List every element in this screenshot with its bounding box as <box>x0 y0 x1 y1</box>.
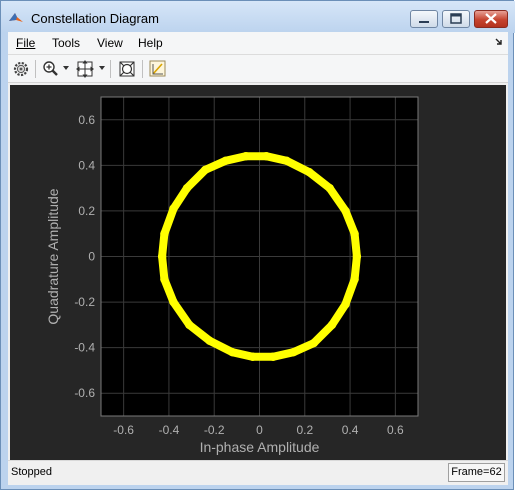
plot-frame <box>100 96 419 417</box>
constellation-point <box>200 165 210 175</box>
toolbar-separator <box>110 60 111 78</box>
constellation-point <box>341 300 350 309</box>
reference-constellation-icon <box>149 60 166 77</box>
y-tick-label: 0.6 <box>78 113 95 127</box>
constellation-point <box>228 348 237 357</box>
status-bar: Stopped Frame=62 <box>8 460 508 485</box>
menu-bar: File Tools View Help <box>8 32 508 55</box>
window-title: Constellation Diagram <box>31 11 159 26</box>
matlab-icon <box>9 13 23 22</box>
menu-help-label: Help <box>138 36 163 50</box>
reference-constellation-button[interactable] <box>148 59 168 79</box>
close-button[interactable] <box>474 10 508 28</box>
constellation-point <box>160 229 169 238</box>
constellation-plot[interactable]: -0.6 -0.4 -0.2 0 0.2 0.4 0.6 -0.6 -0.4 -0.2 0 0.2 0.… <box>10 85 506 460</box>
constellation-point <box>350 229 359 238</box>
constellation-point <box>268 352 278 361</box>
constellation-point <box>157 252 167 261</box>
toolbar-separator <box>35 60 36 78</box>
constellation-point <box>327 320 337 330</box>
x-tick-label: 0.2 <box>296 423 313 437</box>
constellation-point <box>325 183 334 193</box>
constellation-point <box>169 204 178 213</box>
y-tick-label: 0.2 <box>78 204 95 218</box>
maximize-icon <box>450 13 462 24</box>
x-tick-label: -0.4 <box>159 423 180 437</box>
constellation-point <box>282 156 291 165</box>
zoom-dropdown-icon[interactable] <box>63 66 69 70</box>
x-tick-label: -0.6 <box>113 423 134 437</box>
scale-axes-dropdown-icon[interactable] <box>99 66 105 70</box>
menu-tools[interactable]: Tools <box>52 36 80 50</box>
menu-view-label: View <box>97 36 123 50</box>
constellation-point <box>241 152 251 161</box>
close-icon <box>485 13 497 24</box>
menu-help[interactable]: Help <box>138 36 163 50</box>
constellation-point <box>205 336 214 346</box>
settings-button[interactable] <box>11 59 31 79</box>
scale-axes-icon <box>76 60 94 78</box>
autoscale-button[interactable] <box>117 59 137 79</box>
x-tick-label: 0 <box>256 423 263 437</box>
zoom-in-icon <box>43 61 58 76</box>
constellation-point <box>182 183 192 193</box>
autoscale-icon <box>119 61 135 77</box>
constellation-point <box>309 338 319 348</box>
constellation-point <box>341 206 350 216</box>
maximize-button[interactable] <box>442 10 470 28</box>
menu-tools-label: Tools <box>52 36 81 50</box>
y-tick-label: -0.2 <box>74 295 95 309</box>
y-tick-label: -0.4 <box>74 341 95 355</box>
constellation-point <box>305 167 314 177</box>
constellation-point <box>185 320 194 330</box>
minimize-icon <box>419 21 429 23</box>
x-tick-label: -0.2 <box>204 423 225 437</box>
toolbar-separator <box>142 60 143 78</box>
frame-counter: Frame=62 <box>448 463 505 482</box>
scope-panel: -0.6 -0.4 -0.2 0 0.2 0.4 0.6 -0.6 -0.4 -0.2 0 0.2 0.… <box>10 85 506 460</box>
zoom-in-button[interactable] <box>41 59 61 79</box>
menu-file[interactable]: File <box>16 36 35 50</box>
constellation-point <box>221 156 230 165</box>
title-bar[interactable]: Constellation Diagram <box>1 1 515 33</box>
constellation-point <box>169 297 178 307</box>
y-tick-label: 0.4 <box>78 158 95 172</box>
minimize-button[interactable] <box>410 10 438 28</box>
status-text: Stopped <box>11 466 52 478</box>
y-tick-label: -0.6 <box>74 386 95 400</box>
constellation-point <box>262 152 271 161</box>
constellation-point <box>350 275 359 284</box>
constellation-point <box>289 348 298 357</box>
x-tick-label: 0.6 <box>387 423 404 437</box>
menu-view[interactable]: View <box>97 36 123 50</box>
x-tick-label: 0.4 <box>342 423 359 437</box>
x-axis-label: In-phase Amplitude <box>200 439 320 455</box>
toolbar <box>8 55 508 83</box>
dock-arrow-icon[interactable] <box>495 38 503 46</box>
constellation-point <box>248 352 257 361</box>
constellation-point <box>160 275 169 284</box>
y-tick-label: 0 <box>88 250 95 264</box>
y-axis-label: Quadrature Amplitude <box>45 188 61 324</box>
constellation-point <box>352 252 362 261</box>
settings-gear-icon <box>13 61 29 77</box>
menu-file-label: File <box>16 36 36 50</box>
client-area: File Tools View Help <box>8 32 508 485</box>
scale-axes-button[interactable] <box>75 59 95 79</box>
